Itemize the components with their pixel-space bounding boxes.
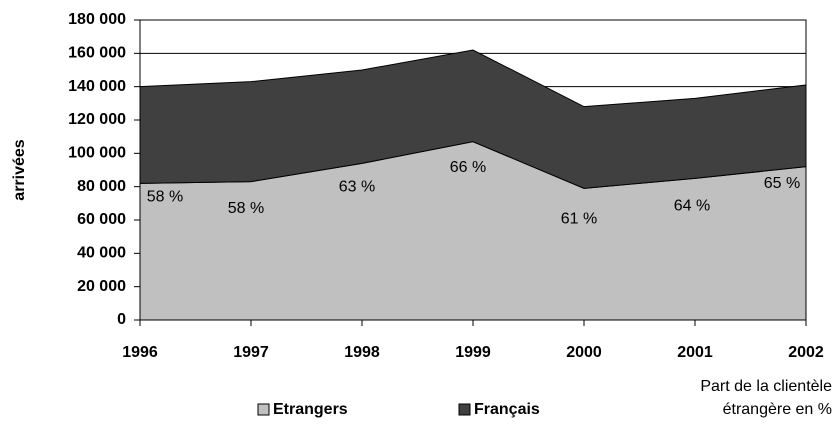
legend-label: Etrangers <box>273 401 348 418</box>
x-tick-label: 2001 <box>677 344 713 361</box>
share-label: 63 % <box>339 179 375 196</box>
share-label: 66 % <box>450 159 486 176</box>
y-tick-label: 120 000 <box>68 111 126 128</box>
legend-label: Français <box>474 401 540 418</box>
legend-swatch <box>458 403 471 416</box>
legend-swatch <box>257 403 270 416</box>
x-tick-label: 1999 <box>455 344 491 361</box>
share-label: 58 % <box>147 189 183 206</box>
x-tick-label: 1998 <box>344 344 380 361</box>
share-label: 64 % <box>674 198 710 215</box>
y-axis-label: arrivées <box>11 139 28 200</box>
y-tick-label: 100 000 <box>68 145 126 162</box>
annotation-title: Part de la clientèle <box>700 378 832 395</box>
x-tick-label: 2002 <box>788 344 824 361</box>
x-tick-label: 2000 <box>566 344 602 361</box>
share-label: 65 % <box>764 175 800 192</box>
x-tick-label: 1997 <box>233 344 269 361</box>
y-tick-label: 140 000 <box>68 78 126 95</box>
annotation-title: étrangère en % <box>723 401 832 418</box>
y-tick-label: 0 <box>117 311 126 328</box>
y-tick-label: 20 000 <box>77 278 126 295</box>
y-tick-label: 40 000 <box>77 245 126 262</box>
y-tick-label: 60 000 <box>77 211 126 228</box>
x-tick-label: 1996 <box>122 344 158 361</box>
y-tick-label: 180 000 <box>68 11 126 28</box>
share-label: 61 % <box>561 211 597 228</box>
share-label: 58 % <box>228 200 264 217</box>
y-tick-label: 160 000 <box>68 45 126 62</box>
y-tick-label: 80 000 <box>77 178 126 195</box>
